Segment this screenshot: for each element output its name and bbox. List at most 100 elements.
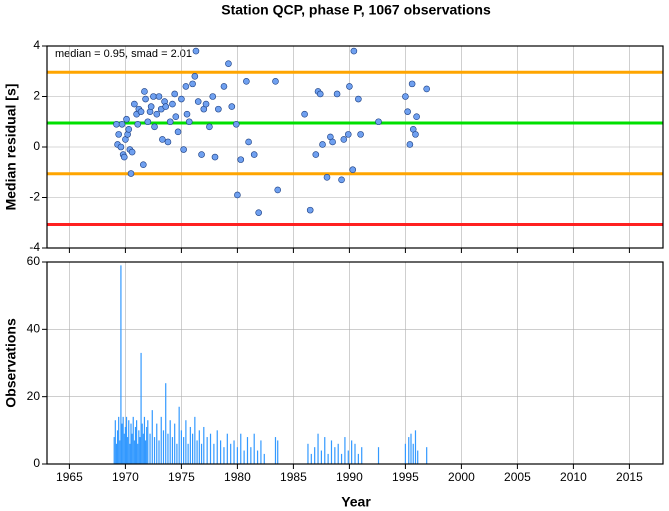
bar: [198, 430, 200, 464]
point: [123, 115, 130, 123]
x-tick-label: 1980: [224, 470, 251, 484]
point: [272, 78, 279, 85]
bar: [122, 416, 124, 464]
bar: [183, 437, 185, 464]
bar: [147, 420, 149, 464]
y-axis-label: Observations: [3, 318, 19, 408]
point: [194, 98, 202, 105]
point: [404, 108, 411, 115]
bar: [118, 416, 120, 464]
point: [274, 186, 282, 194]
point: [306, 206, 314, 214]
bar: [134, 426, 137, 464]
point: [234, 191, 241, 199]
point: [171, 90, 178, 98]
point: [255, 209, 262, 216]
bar: [307, 443, 309, 464]
bar: [317, 433, 319, 464]
bar: [136, 420, 138, 464]
chart-title: Station QCP, phase P, 1067 observations: [221, 2, 491, 18]
y-axis-label: Median residual [s]: [3, 84, 19, 211]
point: [164, 138, 172, 146]
point: [178, 95, 185, 103]
point: [346, 83, 353, 90]
x-tick-label: 2015: [616, 470, 643, 484]
bar: [171, 437, 174, 464]
point: [333, 90, 341, 98]
bar: [123, 433, 125, 464]
bar: [129, 443, 131, 464]
y-tick-label: -4: [29, 240, 40, 254]
point: [125, 126, 133, 133]
y-tick-label: 2: [33, 89, 40, 103]
point: [115, 131, 122, 138]
bar: [130, 423, 132, 464]
bar: [203, 426, 205, 464]
bar: [200, 443, 203, 464]
bar: [143, 416, 146, 464]
bar: [274, 437, 277, 464]
bar: [120, 265, 122, 464]
point: [237, 156, 245, 163]
point: [185, 118, 193, 126]
point: [312, 151, 320, 158]
bar: [226, 433, 228, 464]
point: [232, 120, 240, 128]
point: [243, 78, 250, 85]
bar: [169, 420, 171, 464]
bar: [310, 453, 312, 464]
bar: [187, 443, 189, 464]
point: [211, 153, 219, 161]
bar: [223, 447, 225, 464]
point: [250, 151, 258, 158]
bar: [277, 440, 279, 464]
point: [412, 131, 419, 138]
bar: [250, 447, 252, 464]
point: [127, 170, 135, 177]
bar: [113, 437, 115, 464]
bar: [165, 383, 167, 464]
bar: [236, 447, 238, 464]
bar: [139, 437, 141, 464]
bar: [128, 420, 130, 464]
bar: [314, 447, 316, 464]
bar: [412, 443, 414, 464]
point: [301, 110, 308, 118]
point: [355, 95, 362, 103]
point: [142, 95, 149, 103]
x-axis-label: Year: [341, 494, 371, 510]
point: [169, 100, 176, 108]
point: [150, 93, 157, 100]
x-tick-label: 2000: [448, 470, 475, 484]
point: [225, 60, 232, 67]
plot-frame: [46, 45, 664, 249]
point: [151, 123, 158, 131]
bar: [178, 406, 180, 464]
bar: [174, 423, 176, 464]
point: [162, 103, 170, 110]
point: [189, 80, 196, 88]
bar: [408, 437, 410, 464]
bar: [160, 416, 162, 464]
bar: [324, 437, 326, 464]
bar: [377, 447, 380, 464]
bar: [156, 423, 158, 464]
x-tick-label: 1985: [280, 470, 307, 484]
bar: [189, 426, 191, 464]
y-tick-label: 0: [33, 456, 40, 470]
point: [338, 176, 345, 184]
bar: [206, 437, 208, 464]
bar: [243, 450, 245, 464]
point: [209, 93, 217, 100]
bar: [194, 416, 196, 464]
point: [329, 138, 336, 146]
bar: [133, 440, 135, 464]
bar: [196, 440, 198, 464]
x-tick-label: 1970: [112, 470, 139, 484]
bar: [192, 433, 194, 464]
bar: [149, 433, 151, 464]
point: [140, 161, 147, 168]
bar: [327, 453, 329, 464]
bar: [140, 352, 142, 464]
point: [153, 110, 161, 118]
